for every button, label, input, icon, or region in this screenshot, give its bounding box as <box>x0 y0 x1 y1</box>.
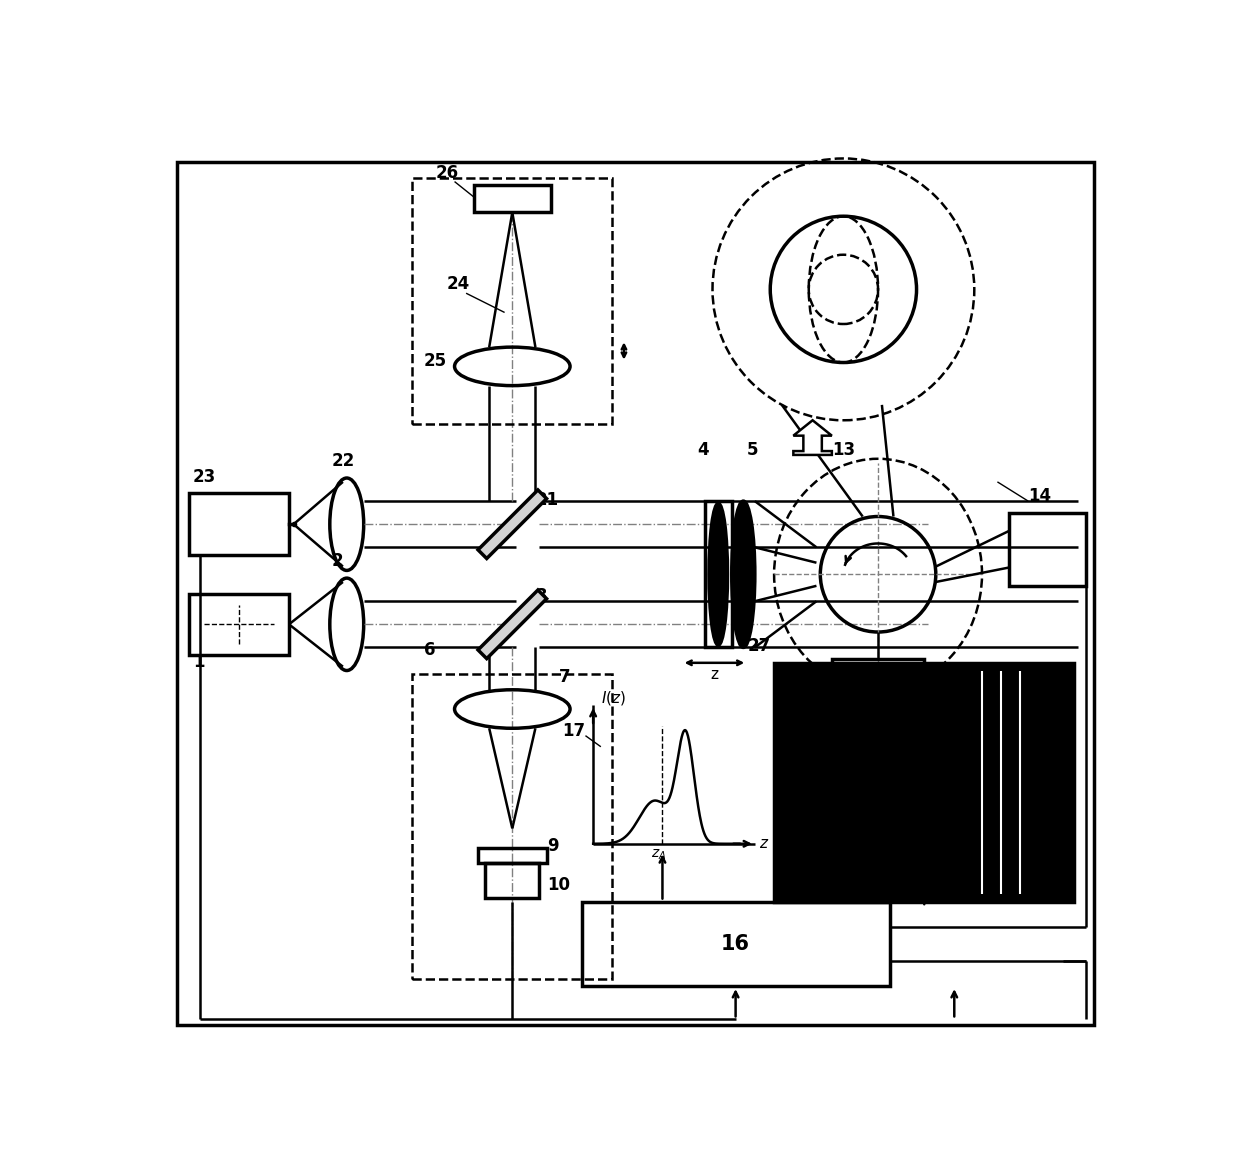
Bar <box>474 185 551 212</box>
Text: 26: 26 <box>435 163 459 182</box>
Bar <box>1009 513 1086 585</box>
Text: 16: 16 <box>722 934 750 954</box>
Text: 7: 7 <box>558 667 570 686</box>
Text: 10: 10 <box>547 876 570 894</box>
Text: 17: 17 <box>563 721 585 740</box>
Text: $I(z)$: $I(z)$ <box>601 690 626 707</box>
Bar <box>188 594 289 655</box>
Bar <box>704 501 732 647</box>
Polygon shape <box>794 420 832 455</box>
Text: 14: 14 <box>1028 487 1052 504</box>
Text: 27: 27 <box>748 637 770 655</box>
Text: 5: 5 <box>748 441 759 459</box>
Polygon shape <box>477 590 547 658</box>
Bar <box>832 659 924 693</box>
Text: $z$: $z$ <box>759 835 769 850</box>
Text: 9: 9 <box>547 838 558 855</box>
Text: 3: 3 <box>536 586 547 605</box>
Text: 25: 25 <box>424 352 446 371</box>
Ellipse shape <box>709 503 728 645</box>
Bar <box>412 178 613 425</box>
Text: 4: 4 <box>697 441 709 459</box>
Text: 1: 1 <box>192 652 205 671</box>
Text: 24: 24 <box>446 276 470 293</box>
Text: 13: 13 <box>832 441 854 459</box>
Text: 21: 21 <box>536 490 558 509</box>
Text: 15: 15 <box>839 687 863 705</box>
Bar <box>582 902 889 986</box>
Ellipse shape <box>732 501 755 647</box>
Text: z: z <box>711 667 718 682</box>
Text: 6: 6 <box>424 640 435 659</box>
Text: 23: 23 <box>192 468 216 486</box>
Bar <box>477 848 547 863</box>
Bar <box>774 663 1074 902</box>
Text: 2: 2 <box>331 552 343 570</box>
Polygon shape <box>477 490 547 558</box>
Text: $z_A$: $z_A$ <box>651 848 666 862</box>
Text: 22: 22 <box>331 453 355 470</box>
Bar <box>188 494 289 555</box>
Bar <box>412 674 613 978</box>
Bar <box>485 863 539 897</box>
